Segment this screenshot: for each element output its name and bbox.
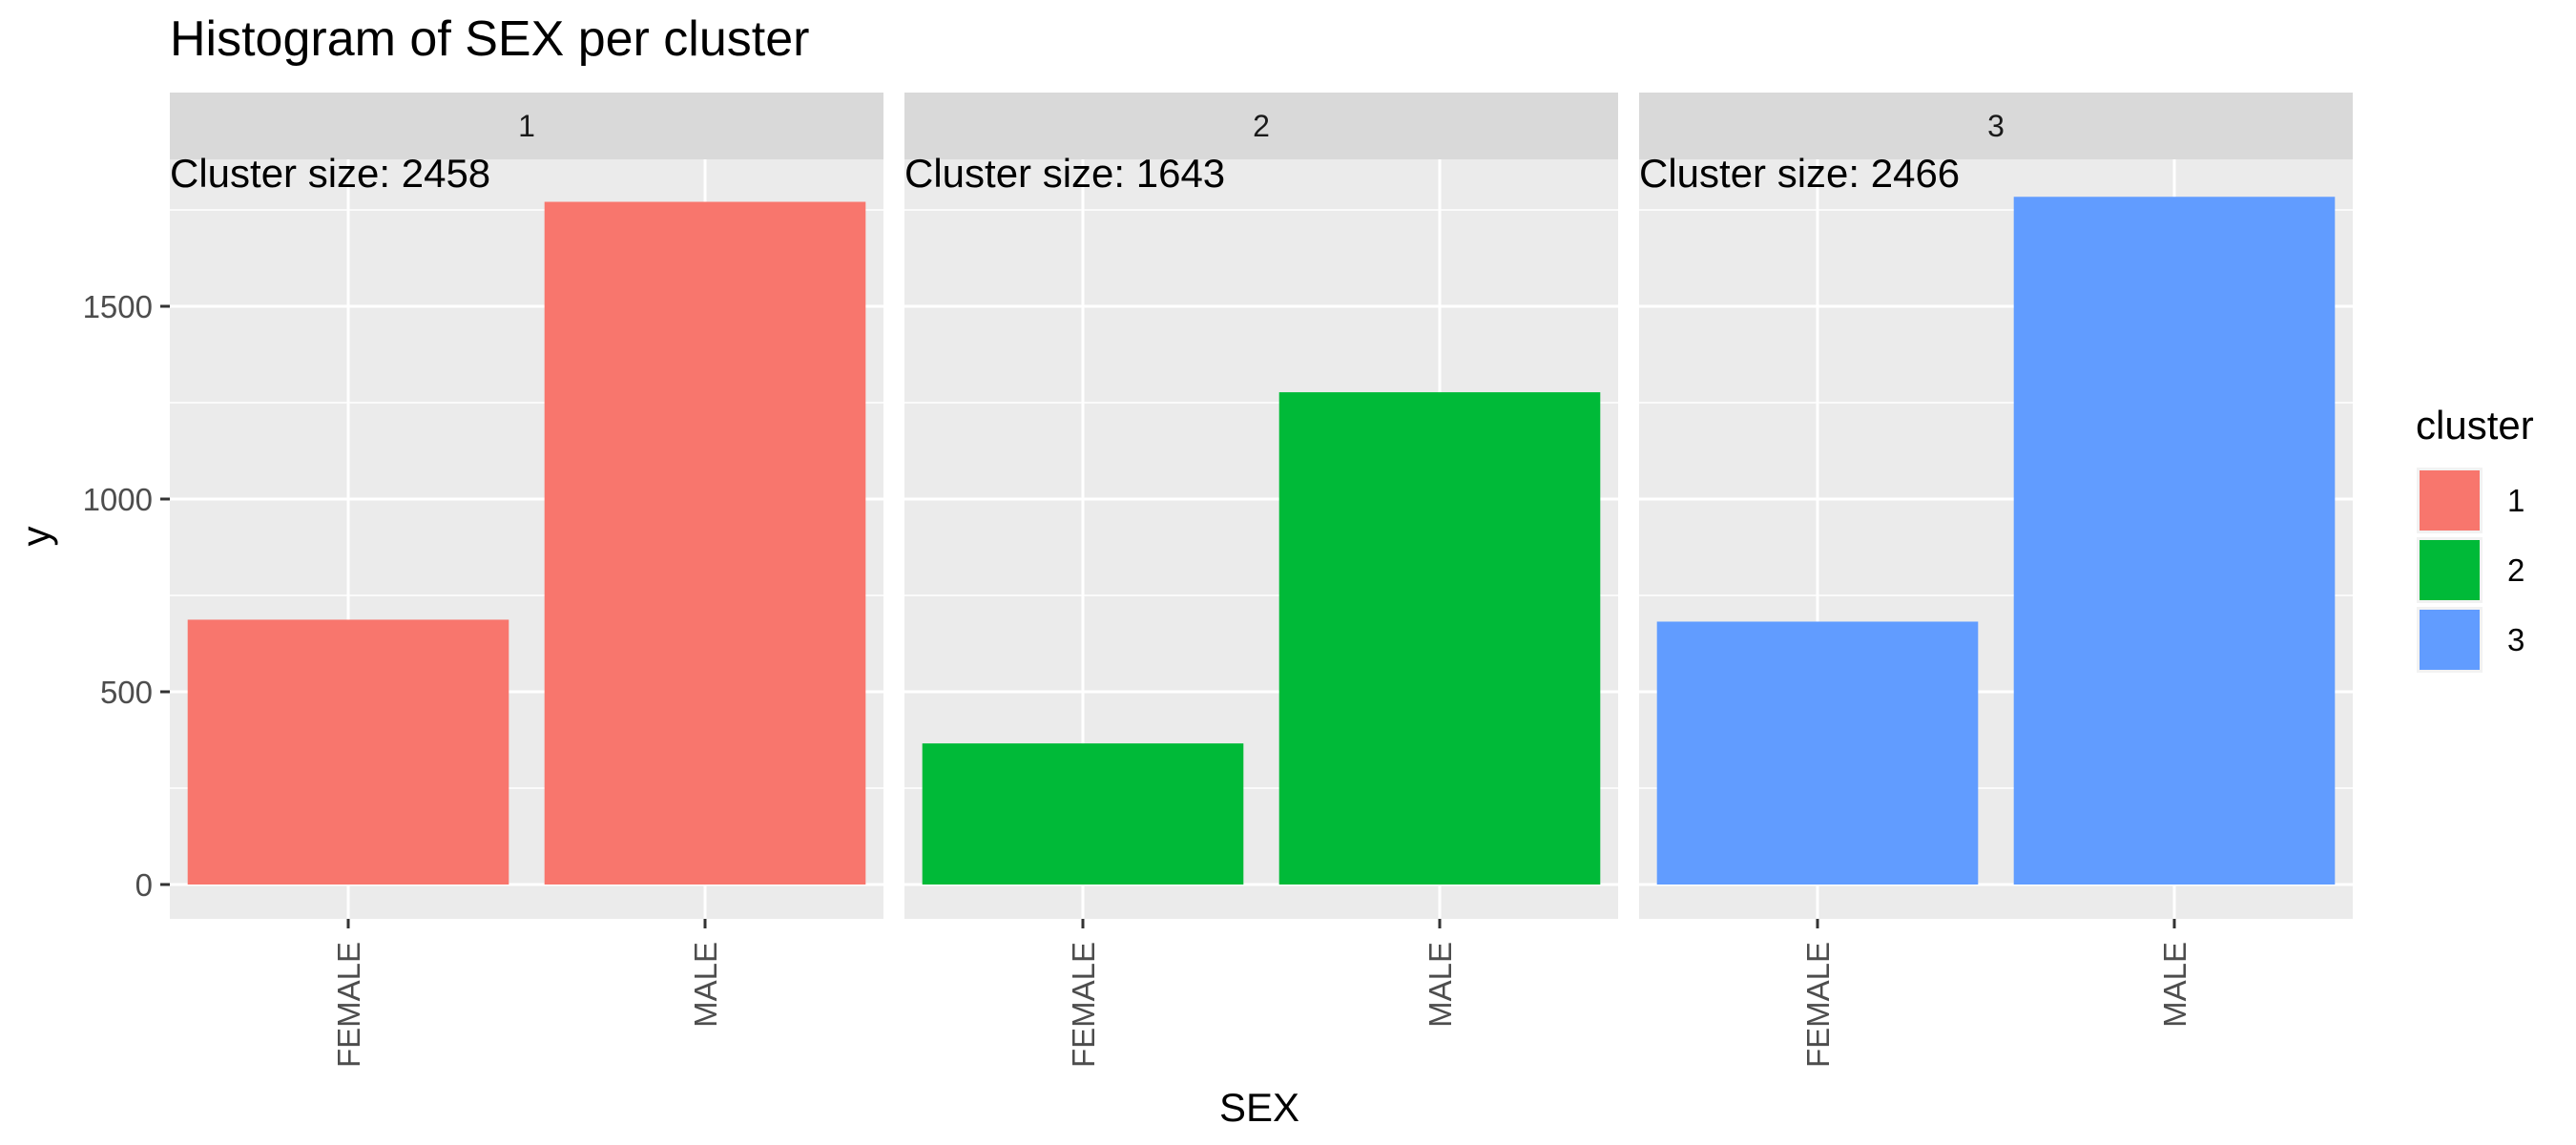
facet-strip-label: 2 xyxy=(1253,109,1270,143)
facet-strip-label: 3 xyxy=(1987,109,2005,143)
bar-male xyxy=(2013,197,2336,885)
chart-title: Histogram of SEX per cluster xyxy=(170,11,809,67)
facet-strip-label: 1 xyxy=(518,109,535,143)
legend-label: 1 xyxy=(2507,483,2524,518)
x-tick-label: MALE xyxy=(688,942,723,1028)
legend-swatch xyxy=(2420,470,2480,531)
facet-panel-1: 1 Cluster size: 2458 FEMALE MALE xyxy=(170,93,883,1068)
x-tick-label: FEMALE xyxy=(1066,942,1101,1068)
bar-male xyxy=(1278,392,1601,885)
cluster-size-annotation: Cluster size: 1643 xyxy=(904,151,1225,196)
y-tick-label: 1500 xyxy=(83,289,153,324)
x-tick-label: FEMALE xyxy=(1800,942,1836,1068)
bar-female xyxy=(187,619,509,885)
y-axis: 0 500 1000 1500 xyxy=(83,289,170,903)
legend: cluster 1 2 3 xyxy=(2416,403,2534,673)
bar-female xyxy=(1656,621,1979,885)
x-tick-label: FEMALE xyxy=(331,942,366,1068)
legend-label: 2 xyxy=(2507,552,2524,588)
bar-female xyxy=(922,743,1244,885)
bar-male xyxy=(544,201,866,885)
cluster-size-annotation: Cluster size: 2466 xyxy=(1639,151,1960,196)
x-tick-label: MALE xyxy=(1423,942,1458,1028)
legend-title: cluster xyxy=(2416,403,2534,448)
y-tick-label: 0 xyxy=(135,867,153,903)
y-axis-label: y xyxy=(13,527,58,547)
facet-strip xyxy=(170,93,883,159)
legend-swatch xyxy=(2420,540,2480,600)
facet-strip xyxy=(904,93,1618,159)
y-tick-label: 500 xyxy=(100,675,153,710)
legend-label: 3 xyxy=(2507,622,2524,657)
legend-swatch xyxy=(2420,610,2480,670)
facet-strip xyxy=(1639,93,2353,159)
x-axis-label: SEX xyxy=(1219,1085,1299,1130)
cluster-size-annotation: Cluster size: 2458 xyxy=(170,151,490,196)
legend-items: 1 2 3 xyxy=(2417,468,2524,673)
facets: 1 Cluster size: 2458 FEMALE MALE 2 Cluster si… xyxy=(170,93,2353,1068)
facet-panel-2: 2 Cluster size: 1643 FEMALE MALE xyxy=(904,93,1618,1068)
y-tick-label: 1000 xyxy=(83,482,153,517)
facet-panel-3: 3 Cluster size: 2466 FEMALE MALE xyxy=(1639,93,2353,1068)
x-tick-label: MALE xyxy=(2157,942,2192,1028)
